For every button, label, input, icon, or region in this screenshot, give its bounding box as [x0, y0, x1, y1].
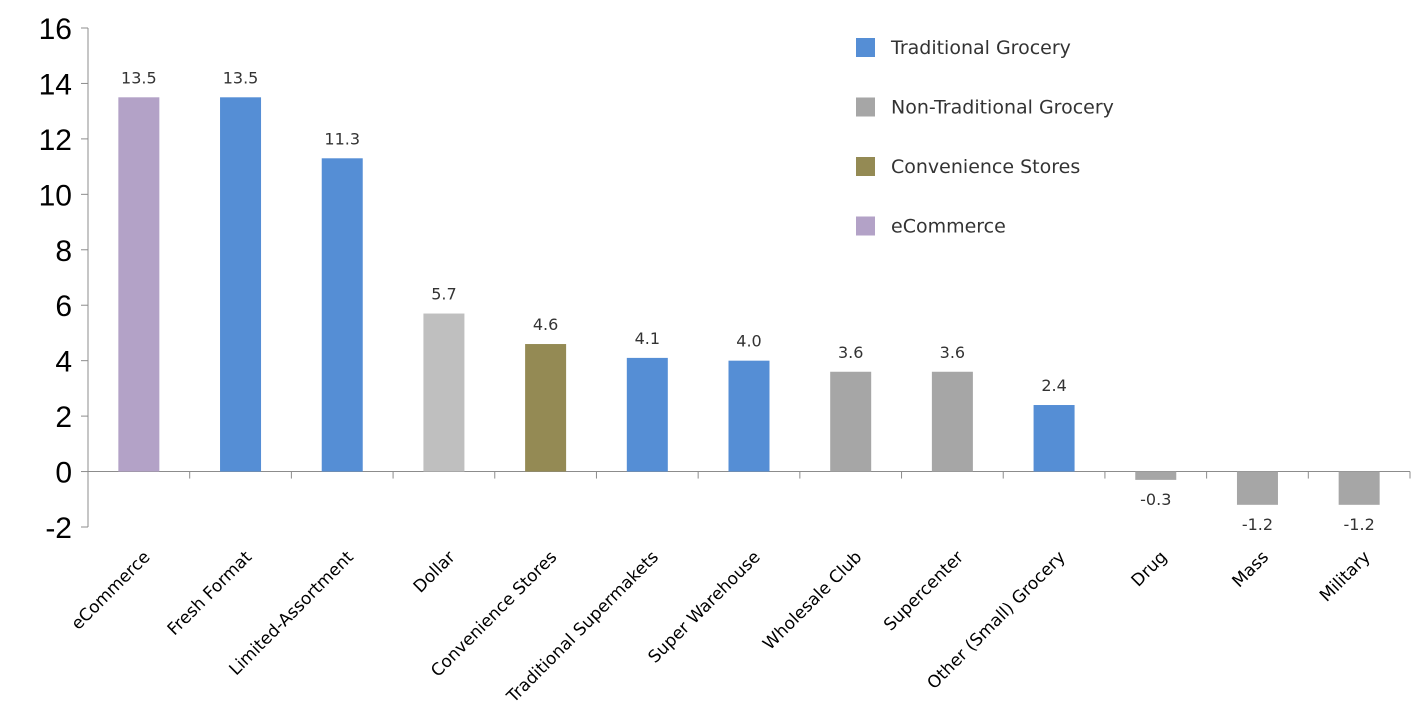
data-label: -1.2 [1344, 515, 1375, 534]
bars [118, 97, 1380, 505]
y-tick-label: 4 [55, 346, 72, 379]
y-axis: -2 0 2 4 6 8 10 12 14 16 [39, 13, 89, 545]
data-label: -0.3 [1140, 490, 1171, 509]
x-tick-label: Wholesale Club [759, 547, 866, 654]
legend-label: eCommerce [891, 216, 1006, 238]
data-label: 4.0 [736, 332, 761, 351]
y-tick-label: -2 [45, 512, 72, 545]
x-tick-label: Military [1316, 547, 1375, 606]
legend-swatch [856, 216, 875, 236]
x-tick-label: Supercenter [880, 547, 968, 635]
bar-convenience-stores [525, 344, 567, 472]
legend: Traditional Grocery Non-Traditional Groce… [856, 37, 1114, 238]
data-label: -1.2 [1242, 515, 1273, 534]
legend-label: Traditional Grocery [890, 37, 1071, 59]
x-tick-label: Dollar [410, 547, 460, 597]
data-label: 13.5 [121, 68, 157, 87]
x-axis [87, 471, 1411, 479]
bar-traditional-supermakets [626, 357, 668, 472]
data-label: 13.5 [223, 68, 259, 87]
x-tick-label: eCommerce [68, 547, 155, 634]
bar-ecommerce [118, 97, 160, 472]
y-tick-label: 10 [39, 179, 72, 212]
y-tick-label: 2 [55, 401, 72, 434]
y-tick-label: 8 [55, 235, 72, 268]
data-label: 3.6 [940, 343, 965, 362]
data-label: 3.6 [838, 343, 863, 362]
legend-item: eCommerce [856, 216, 1006, 238]
y-tick-label: 6 [55, 290, 72, 323]
x-tick-label: Drug [1128, 547, 1172, 591]
x-tick-label: Mass [1229, 547, 1274, 592]
y-tick-label: 12 [39, 124, 72, 157]
data-label: 5.7 [431, 285, 456, 304]
x-tick-label: Super Warehouse [645, 547, 765, 667]
data-label: 4.1 [635, 329, 660, 348]
y-tick-label: 0 [55, 457, 72, 490]
bar-mass [1236, 471, 1278, 505]
bar-supercenter [931, 371, 973, 472]
legend-label: Non-Traditional Grocery [891, 97, 1114, 119]
legend-swatch [856, 97, 875, 117]
bar-limited-assortment [321, 158, 363, 472]
y-tick-label: 14 [39, 68, 72, 101]
legend-item: Non-Traditional Grocery [856, 97, 1114, 119]
bar-dollar [423, 313, 465, 472]
data-label: 11.3 [324, 129, 360, 148]
x-tick-label: Fresh Format [164, 547, 257, 640]
data-label: 2.4 [1041, 376, 1066, 395]
legend-swatch [856, 157, 875, 176]
bar-other-small-grocery [1033, 405, 1075, 472]
legend-label: Convenience Stores [891, 156, 1080, 178]
y-tick-label: 16 [39, 13, 72, 46]
bar-super-warehouse [728, 360, 770, 472]
legend-swatch [856, 38, 875, 57]
legend-item: Convenience Stores [856, 156, 1080, 178]
data-labels: 13.5 13.5 11.3 5.7 4.6 4.1 4.0 3.6 3.6 2.4 -0.3 -1.… [121, 68, 1375, 534]
data-label: 4.6 [533, 315, 558, 334]
bar-military [1338, 471, 1380, 505]
legend-item: Traditional Grocery [856, 37, 1071, 59]
bar-fresh-format [220, 97, 262, 472]
bar-wholesale-club [830, 371, 872, 472]
bar-drug [1135, 471, 1177, 480]
